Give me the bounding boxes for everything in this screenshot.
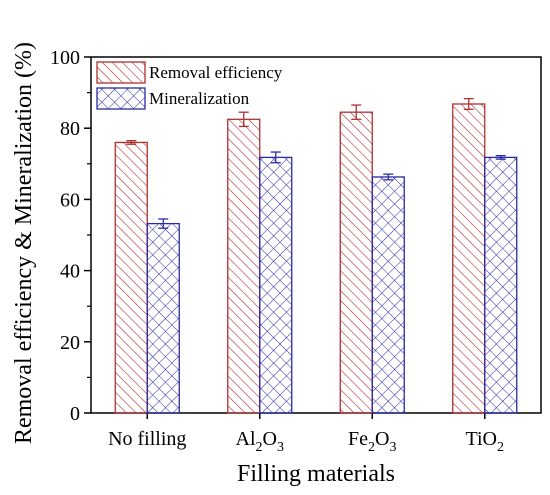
bar-mineralization (259, 156, 293, 414)
x-tick-label-subscript: 3 (277, 440, 284, 455)
x-tick-label-subscript: 2 (497, 440, 504, 455)
legend-label: Removal efficiency (149, 63, 283, 82)
legend-label: Mineralization (149, 89, 250, 108)
legend-swatch-mineralization (96, 87, 146, 110)
x-tick-label: Fe2O3 (348, 428, 396, 455)
x-tick-label-part: No filling (108, 428, 186, 450)
x-tick-label-subscript: 2 (368, 440, 375, 455)
y-tick-label: 60 (60, 189, 80, 211)
x-tick-label: TiO2 (465, 428, 504, 455)
x-axis-title: Filling materials (237, 461, 395, 487)
x-tick-label-part: O (375, 428, 389, 450)
legend-swatch-removal-efficiency (96, 61, 146, 84)
bar-mineralization (484, 156, 518, 414)
x-tick-label-subscript: 3 (389, 440, 396, 455)
y-tick-label: 100 (50, 47, 80, 69)
y-tick-label: 20 (60, 332, 80, 354)
x-tick-label-part: Fe (348, 428, 368, 450)
x-tick-label: Al2O3 (236, 428, 284, 455)
bar-removal-efficiency (339, 111, 373, 414)
y-tick-label: 0 (70, 403, 80, 425)
y-tick-label: 40 (60, 261, 80, 283)
x-tick-label-subscript: 2 (256, 440, 263, 455)
x-tick-label-part: TiO (465, 428, 497, 450)
bar-removal-efficiency (227, 118, 261, 414)
x-tick-label-part: O (263, 428, 277, 450)
x-tick-label-part: Al (236, 428, 256, 450)
bar-removal-efficiency (452, 103, 486, 414)
bar-removal-efficiency (114, 141, 148, 414)
bar-mineralization (146, 222, 180, 414)
x-tick-label: No filling (108, 428, 186, 450)
y-axis-title: Removal efficiency & Mineralization (%) (11, 42, 37, 444)
y-tick-label: 80 (60, 118, 80, 140)
bar-mineralization (371, 176, 405, 414)
